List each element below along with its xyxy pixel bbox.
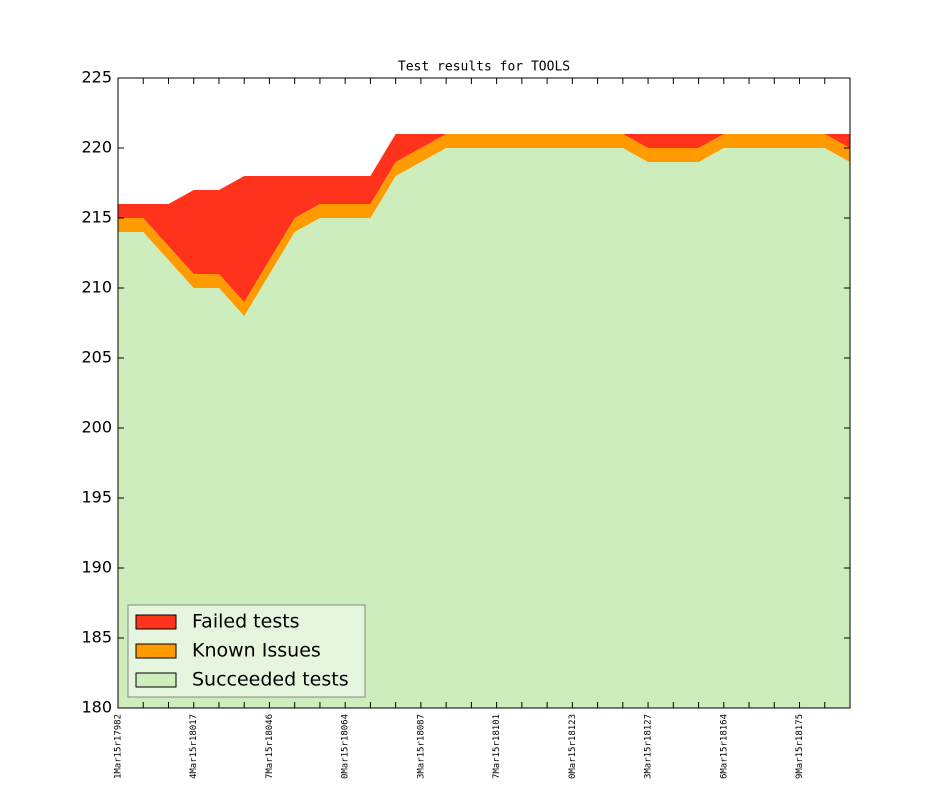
x-tick-label: 7Mar15r18046 — [265, 714, 275, 779]
x-tick-label: 0Mar15r18064 — [341, 714, 351, 779]
y-tick-label: 215 — [81, 208, 112, 227]
y-tick-label: 220 — [81, 138, 112, 157]
x-tick-label: 3Mar15r18087 — [416, 714, 426, 779]
x-tick-label: 4Mar15r18017 — [189, 714, 199, 779]
y-tick-label: 205 — [81, 348, 112, 367]
x-tick-label: 9Mar15r18175 — [795, 714, 805, 779]
chart-title: Test results for TOOLS — [398, 60, 570, 75]
y-tick-label: 200 — [81, 418, 112, 437]
area — [118, 134, 850, 302]
legend-swatch — [135, 672, 177, 688]
x-tick-label: 1Mar15r17982 — [114, 714, 124, 779]
x-tick-label: 0Mar15r18123 — [568, 714, 578, 779]
legend-label: Known Issues — [192, 640, 321, 662]
x-tick-label: 3Mar15r18127 — [644, 714, 654, 779]
y-tick-label: 225 — [81, 68, 112, 87]
x-tick-label: 7Mar15r18101 — [492, 714, 502, 779]
area — [118, 148, 850, 708]
legend-label: Succeeded tests — [192, 669, 349, 691]
y-tick-label: 190 — [81, 558, 112, 577]
y-tick-label: 210 — [81, 278, 112, 297]
x-tick-label: 6Mar15r18164 — [719, 714, 729, 779]
y-tick-label: 180 — [81, 698, 112, 717]
y-tick-label: 195 — [81, 488, 112, 507]
legend-label: Failed tests — [192, 611, 300, 633]
y-tick-label: 185 — [81, 628, 112, 647]
plot-frame — [117, 77, 851, 709]
legend-swatch — [135, 614, 177, 630]
legend-swatch — [135, 643, 177, 659]
